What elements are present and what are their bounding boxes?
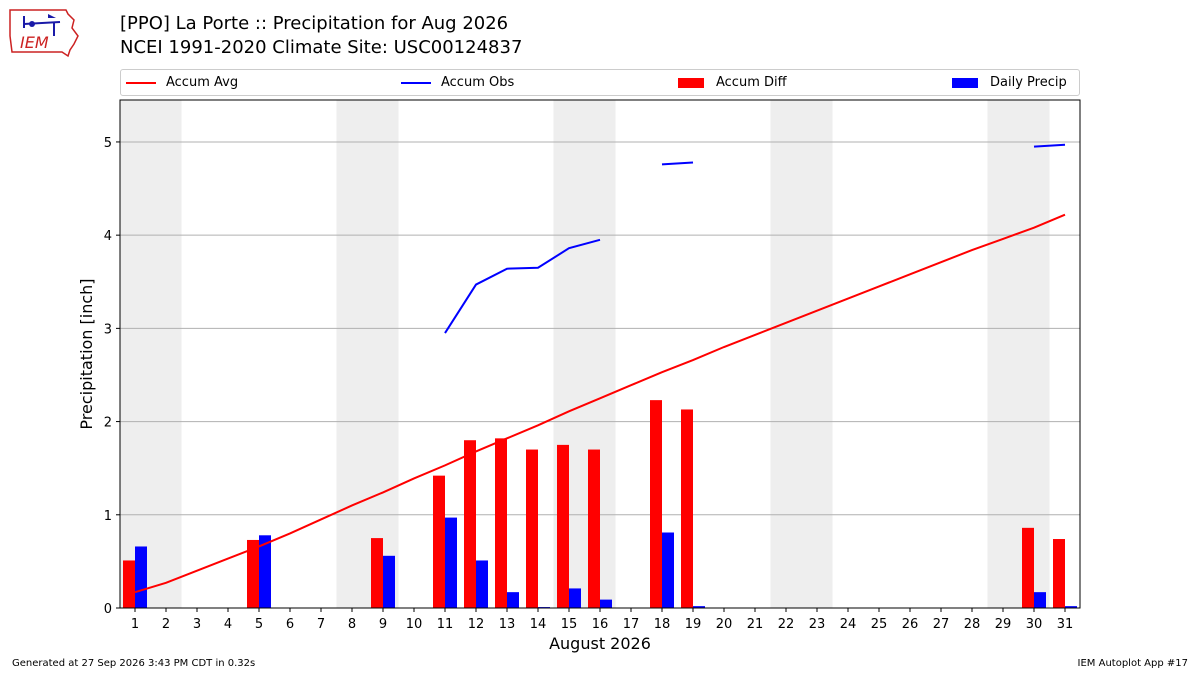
title-line-2: NCEI 1991-2020 Climate Site: USC00124837 — [120, 37, 523, 58]
x-tick-label-20: 20 — [716, 617, 733, 632]
weekend-band-0 — [119, 100, 182, 608]
iowa-outline-icon — [9, 9, 79, 58]
daily-precip-bar-31 — [1065, 606, 1077, 608]
legend-daily-precip: Daily Precip — [952, 70, 1067, 95]
y-tick-label-5: 5 — [104, 136, 112, 151]
x-tick-label-30: 30 — [1026, 617, 1043, 632]
accum-diff-bar-14 — [526, 449, 538, 608]
x-tick-label-22: 22 — [778, 617, 795, 632]
accum-diff-bar-19 — [681, 409, 693, 608]
plot-frame — [119, 99, 1081, 609]
weekend-band-3 — [770, 100, 833, 608]
x-tick-label-27: 27 — [933, 617, 950, 632]
accum-diff-bar-31 — [1053, 539, 1065, 608]
x-tick-label-1: 1 — [131, 617, 139, 632]
chart-legend: Accum Avg Accum Obs Accum Diff Daily Pre… — [120, 69, 1080, 96]
x-tick-label-25: 25 — [871, 617, 888, 632]
x-tick-label-26: 26 — [902, 617, 919, 632]
accum-diff-bar-15 — [557, 444, 569, 608]
x-tick-label-23: 23 — [809, 617, 826, 632]
x-tick-label-14: 14 — [530, 617, 547, 632]
accum-diff-bar-18 — [650, 400, 662, 608]
chart-title: [PPO] La Porte :: Precipitation for Aug … — [120, 12, 522, 60]
daily-precip-bar-18 — [662, 532, 674, 608]
y-tick-label-4: 4 — [104, 229, 112, 244]
x-tick-label-6: 6 — [286, 617, 294, 632]
legend-accum-avg: Accum Avg — [126, 70, 238, 95]
daily-precip-bar-15 — [569, 588, 581, 608]
x-tick-label-17: 17 — [623, 617, 640, 632]
x-tick-label-28: 28 — [964, 617, 981, 632]
daily-precip-bar-11 — [445, 517, 457, 608]
weekend-band-4 — [987, 100, 1050, 608]
x-tick-label-16: 16 — [592, 617, 609, 632]
x-tick-label-9: 9 — [379, 617, 387, 632]
legend-swatch-avg — [126, 81, 156, 84]
accum-diff-bar-13 — [495, 438, 507, 608]
x-tick-label-18: 18 — [654, 617, 671, 632]
x-tick-label-4: 4 — [224, 617, 232, 632]
logo-text: IEM — [20, 33, 49, 52]
accum-diff-bar-11 — [433, 475, 445, 608]
weekend-band-1 — [336, 100, 399, 608]
daily-precip-bar-30 — [1034, 592, 1046, 608]
x-tick-label-24: 24 — [840, 617, 857, 632]
x-tick-label-8: 8 — [348, 617, 356, 632]
x-tick-label-10: 10 — [406, 617, 423, 632]
y-tick-label-3: 3 — [104, 322, 112, 337]
generated-timestamp: Generated at 27 Sep 2026 3:43 PM CDT in … — [12, 658, 256, 669]
x-tick-label-7: 7 — [317, 617, 325, 632]
accum-obs-line-segment-2 — [1033, 143, 1066, 148]
x-tick-label-15: 15 — [561, 617, 578, 632]
daily-precip-bar-19 — [693, 606, 705, 608]
accum-obs-line-segment-1 — [661, 161, 694, 166]
daily-precip-bar-13 — [507, 592, 519, 608]
accum-diff-bar-5 — [247, 539, 259, 608]
title-line-1: [PPO] La Porte :: Precipitation for Aug … — [120, 13, 509, 34]
accum-diff-bar-16 — [588, 449, 600, 608]
y-axis-label: Precipitation [inch] — [77, 278, 96, 429]
x-tick-label-3: 3 — [193, 617, 201, 632]
legend-label-daily: Daily Precip — [990, 75, 1067, 90]
accum-diff-bar-9 — [371, 538, 383, 608]
daily-precip-bar-5 — [259, 535, 271, 608]
legend-swatch-daily — [952, 77, 978, 88]
legend-label-avg: Accum Avg — [166, 75, 239, 90]
x-tick-label-21: 21 — [747, 617, 764, 632]
daily-precip-bar-16 — [600, 599, 612, 608]
x-axis-label: August 2026 — [549, 634, 651, 653]
legend-swatch-diff — [678, 77, 704, 88]
accum-obs-line-segment-0 — [444, 238, 601, 334]
daily-precip-bar-12 — [476, 560, 488, 608]
y-tick-label-2: 2 — [104, 416, 112, 431]
x-tick-label-13: 13 — [499, 617, 516, 632]
x-tick-label-2: 2 — [162, 617, 170, 632]
accum-diff-bar-30 — [1022, 527, 1034, 608]
app-credit: IEM Autoplot App #17 — [1077, 658, 1188, 669]
legend-label-diff: Accum Diff — [716, 75, 787, 90]
iem-logo: IEM — [9, 9, 79, 58]
legend-accum-obs: Accum Obs — [401, 70, 514, 95]
x-tick-label-29: 29 — [995, 617, 1012, 632]
y-tick-label-0: 0 — [104, 602, 112, 617]
x-tick-label-19: 19 — [685, 617, 702, 632]
accum-diff-bar-1 — [123, 560, 135, 608]
x-tick-label-11: 11 — [437, 617, 454, 632]
legend-accum-diff: Accum Diff — [678, 70, 787, 95]
daily-precip-bar-9 — [383, 555, 395, 608]
x-tick-label-5: 5 — [255, 617, 263, 632]
x-tick-label-31: 31 — [1057, 617, 1074, 632]
legend-swatch-obs — [401, 81, 431, 84]
legend-label-obs: Accum Obs — [441, 75, 515, 90]
daily-precip-bar-1 — [135, 546, 147, 608]
accum-diff-bar-12 — [464, 440, 476, 608]
accum-avg-line — [134, 213, 1066, 594]
y-tick-label-1: 1 — [104, 509, 112, 524]
x-tick-label-12: 12 — [468, 617, 485, 632]
